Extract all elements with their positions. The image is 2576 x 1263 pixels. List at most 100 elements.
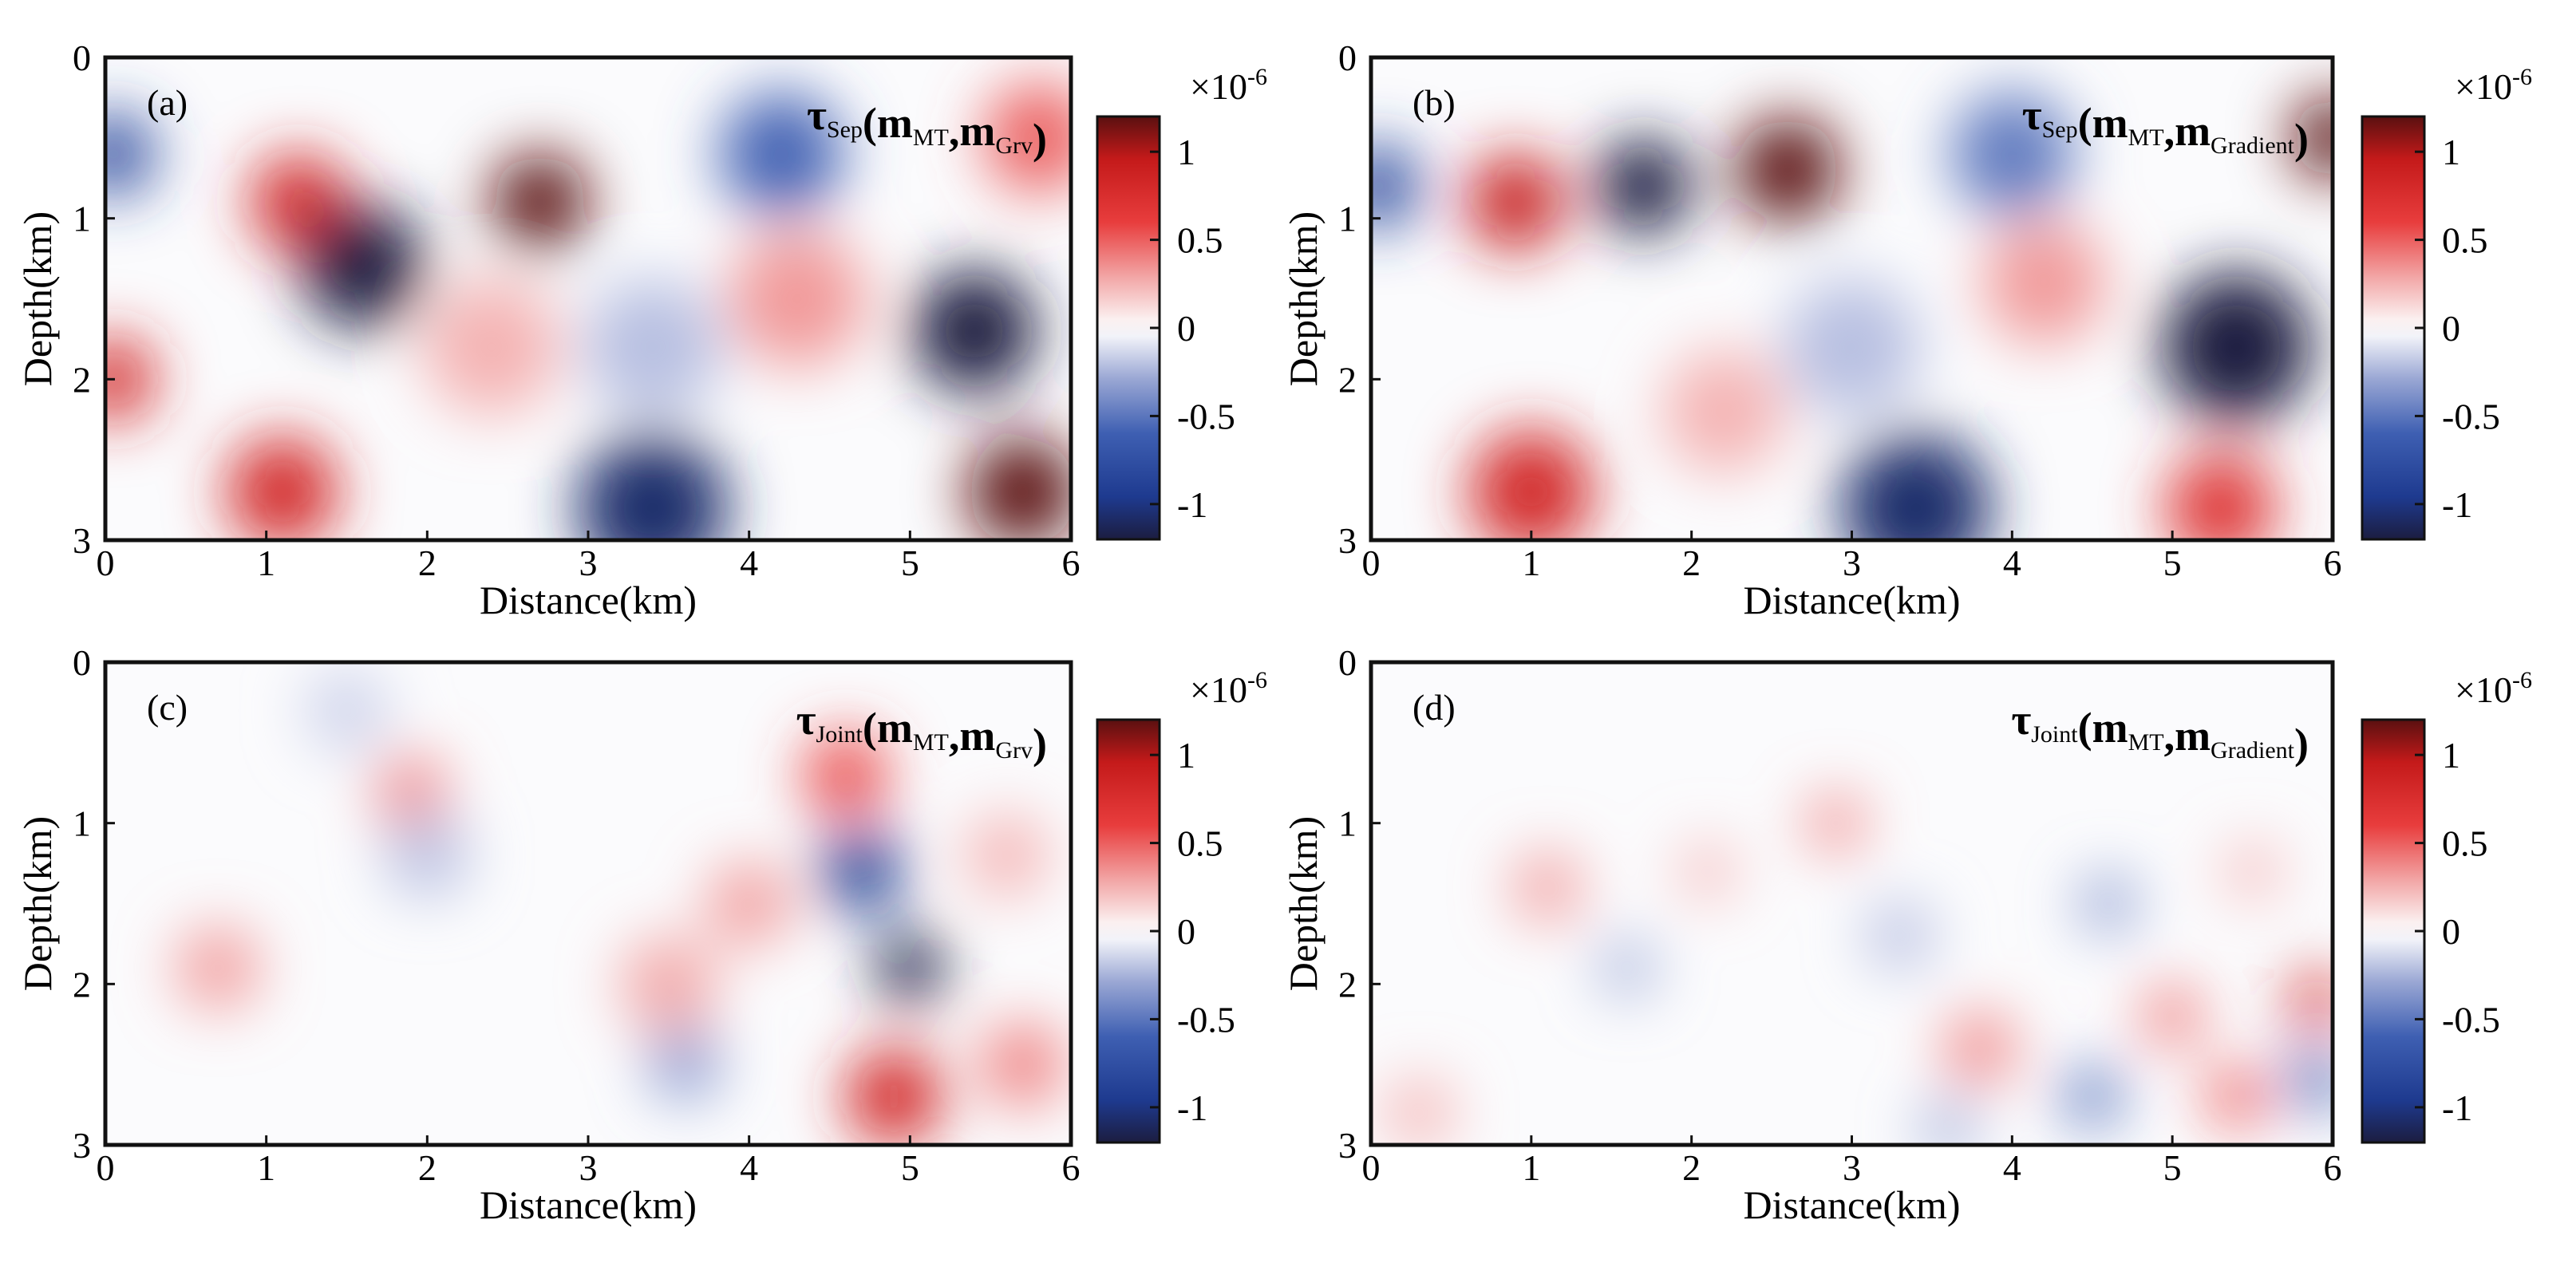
- panel-c-cb-exponent: ×10-6: [1190, 667, 1267, 710]
- panel-a-blob-2: [492, 154, 588, 251]
- panel-b-blob-12: [1662, 349, 1785, 473]
- panel-b-blob-1: [1595, 138, 1692, 235]
- panel-a-ytick-2: 2: [73, 359, 91, 400]
- panel-d-ytick-3: 3: [1338, 1125, 1357, 1166]
- panel-c-blob-5: [377, 756, 446, 826]
- panel-d-colorbar: 1 0.5 0 -0.5 -1 ×10-6: [2361, 667, 2532, 1144]
- panel-c-label: (c): [147, 687, 188, 728]
- panel-c-cbtick-0: 1: [1177, 735, 1195, 776]
- panel-b-colorbar: 1 0.5 0 -0.5 -1 ×10-6: [2361, 64, 2532, 541]
- panel-a-blob-1: [301, 205, 425, 329]
- panel-c-blob-12: [708, 862, 791, 945]
- panel-c-blob-3: [846, 1048, 942, 1145]
- panel-b-blob-2: [1736, 118, 1840, 223]
- panel-d-blob-8: [1513, 853, 1582, 922]
- panel-d-blob-12: [2225, 843, 2280, 899]
- panel-d-blob-7: [1808, 795, 1863, 851]
- panel-c-blob-9: [965, 814, 1048, 897]
- panel-a-blob-9: [105, 337, 155, 420]
- panel-c-cbtick-4: -1: [1177, 1087, 1207, 1128]
- panel-c-xtick-1: 1: [257, 1147, 275, 1188]
- panel-b-cbtick-1: 0.5: [2442, 220, 2488, 261]
- panel-d-xtick-4: 4: [2003, 1147, 2021, 1188]
- panel-a-xtick-1: 1: [257, 543, 275, 583]
- panel-d-blob-10: [1866, 901, 1934, 970]
- panel-d-label: (d): [1412, 687, 1456, 728]
- panel-b-blob-11: [1784, 278, 1920, 416]
- panel-d-blob-11: [1680, 843, 1735, 899]
- panel-b-ytick-3: 3: [1338, 520, 1357, 561]
- panel-b-xtick-2: 2: [1682, 543, 1701, 583]
- panel-c-ytick-1: 1: [73, 803, 91, 844]
- panel-c-ytick-2: 2: [73, 964, 91, 1004]
- panel-b-blob-10: [1982, 221, 2106, 345]
- panel-a-cb-exponent: ×10-6: [1190, 64, 1267, 107]
- panel-a-cbtick-2: 0: [1177, 308, 1195, 349]
- panel-b-label: (b): [1412, 82, 1456, 123]
- panel-b-xtick-1: 1: [1522, 543, 1540, 583]
- panel-c-blob-6: [620, 936, 717, 1032]
- panel-c-blob-7: [650, 1030, 719, 1099]
- panel-c-field: [176, 669, 1064, 1145]
- panel-a-ytick-0: 0: [73, 37, 91, 78]
- panel-a-cbtick-4: -1: [1177, 484, 1207, 525]
- panel-a-blob-11: [984, 83, 1071, 193]
- panel-c-ylabel: Depth(km): [15, 816, 60, 991]
- panel-c-ytick-3: 3: [73, 1125, 91, 1166]
- panel-b-title: τSep(mMT,mGradient): [2022, 91, 2309, 163]
- panel-c-colorbar-scale: [1096, 718, 1161, 1144]
- panel-a-ylabel: Depth(km): [15, 211, 60, 386]
- panel-b-xtick-3: 3: [1843, 543, 1861, 583]
- panel-d-blob-1: [2289, 1053, 2333, 1108]
- panel-c-cbtick-2: 0: [1177, 911, 1195, 952]
- panel-b-blob-6: [1470, 430, 1593, 540]
- panel-b-blob-7: [2166, 453, 2275, 540]
- panel-d-cb-exponent: ×10-6: [2455, 667, 2532, 710]
- panel-b-colorbar-scale: [2361, 115, 2426, 541]
- panel-c-xtick-5: 5: [901, 1147, 919, 1188]
- panel-b-blob-8: [2291, 97, 2333, 180]
- panel-d-xtick-0: 0: [1362, 1147, 1381, 1188]
- panel-a-xtick-6: 6: [1062, 543, 1081, 583]
- panel-a-blob-10: [729, 230, 866, 368]
- panel-d-blob-5: [2080, 876, 2135, 931]
- panel-b-cbtick-3: -0.5: [2442, 396, 2500, 436]
- panel-a-ytick-1: 1: [73, 199, 91, 239]
- panel-a-blob-5: [967, 436, 1071, 540]
- panel-c-colorbar: 1 0.5 0 -0.5 -1 ×10-6: [1096, 667, 1267, 1144]
- panel-b-blob-0: [1468, 154, 1563, 251]
- panel-a-cbtick-3: -0.5: [1177, 396, 1235, 436]
- panel-c-xlabel: Distance(km): [480, 1182, 697, 1227]
- panel-c-blob-8: [385, 814, 468, 897]
- panel-c-blob-0: [820, 830, 903, 913]
- panel-d-title: τJoint(mMT,mGradient): [2011, 696, 2309, 768]
- panel-d-field: [1385, 795, 2333, 1145]
- panel-a-xlabel: Distance(km): [480, 578, 697, 622]
- panel-d-blob-14: [1920, 1101, 1976, 1145]
- panel-c-xtick-3: 3: [579, 1147, 598, 1188]
- panel-d-cbtick-3: -0.5: [2442, 999, 2500, 1040]
- panel-d-xtick-1: 1: [1522, 1147, 1540, 1188]
- panel-c-cbtick-3: -0.5: [1177, 999, 1235, 1040]
- panel-c-xtick-6: 6: [1062, 1147, 1081, 1188]
- panel-a-cbtick-0: 1: [1177, 132, 1195, 172]
- panel-d-ytick-1: 1: [1338, 803, 1357, 844]
- panel-c-blob-10: [982, 1023, 1064, 1106]
- panel-c-blob-11: [306, 669, 388, 752]
- panel-b-blob-9: [1371, 144, 1420, 227]
- panel-a-blob-13: [583, 278, 721, 416]
- panel-d-blob-0: [2289, 973, 2333, 1028]
- panel-b-blob-3: [1950, 92, 2074, 216]
- panel-a-colorbar: 1 0.5 0 -0.5 -1 ×10-6: [1096, 64, 1267, 541]
- panel-d-xtick-5: 5: [2163, 1147, 2182, 1188]
- panel-a-xtick-4: 4: [740, 543, 758, 583]
- panel-b-xtick-0: 0: [1362, 543, 1381, 583]
- panel-c-xtick-0: 0: [97, 1147, 115, 1188]
- panel-a-blob-8: [105, 112, 155, 195]
- panel-d-cbtick-0: 1: [2442, 735, 2460, 776]
- panel-d-cbtick-4: -1: [2442, 1087, 2472, 1128]
- panel-d-blob-4: [2064, 1069, 2120, 1124]
